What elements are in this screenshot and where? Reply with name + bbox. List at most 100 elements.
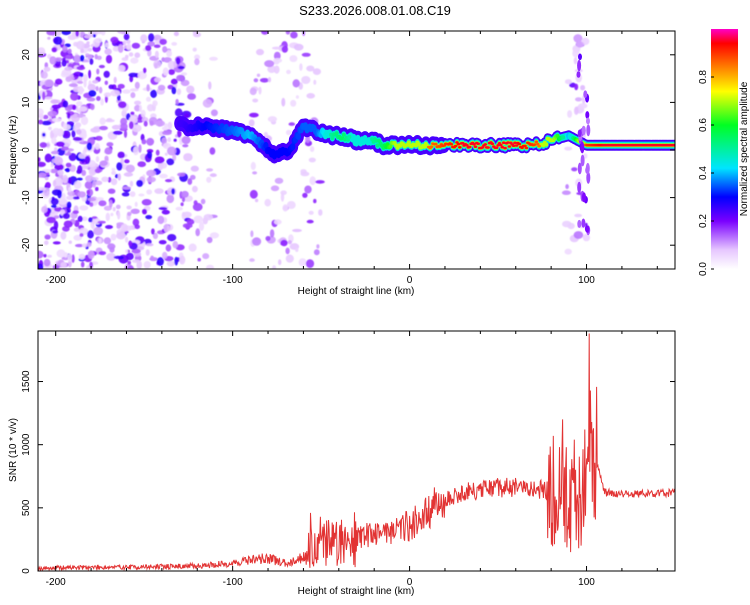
spectrogram-noise-blob bbox=[177, 65, 185, 70]
spectrogram-noise-blob bbox=[152, 100, 158, 107]
ridge-smear bbox=[576, 71, 581, 78]
spectrogram-noise-blob bbox=[267, 77, 272, 83]
spectrogram-noise-blob bbox=[250, 230, 254, 238]
ridge-core bbox=[511, 144, 516, 147]
spectrogram-noise-blob bbox=[153, 34, 162, 41]
ridge-core bbox=[434, 142, 438, 146]
spectrogram-noise-blob bbox=[53, 36, 63, 45]
ridge-core bbox=[503, 146, 507, 150]
spectrogram-noise-blob bbox=[302, 192, 308, 198]
spectrogram-noise-blob bbox=[159, 173, 168, 179]
spectrogram-noise-blob bbox=[312, 68, 321, 75]
spectrogram-noise-blob bbox=[176, 88, 182, 95]
ridge-smear bbox=[582, 192, 586, 203]
ridge-smear bbox=[577, 181, 582, 194]
spectrogram-noise-blob bbox=[79, 205, 89, 211]
spectrogram-noise-blob bbox=[64, 66, 73, 71]
spectrogram-ytick-label: -10 bbox=[21, 190, 32, 205]
spectrogram-noise-blob bbox=[53, 220, 59, 230]
spectrogram-noise-blob bbox=[125, 164, 135, 173]
spectrogram-noise-blob bbox=[54, 147, 58, 152]
spectrogram-noise-blob bbox=[117, 83, 125, 89]
spectrogram-noise-blob bbox=[165, 179, 173, 183]
ridge-mid bbox=[555, 133, 560, 138]
spectrogram-noise-blob bbox=[117, 211, 121, 220]
spectrogram-noise-blob bbox=[110, 90, 121, 97]
spectrogram-noise-blob bbox=[157, 84, 166, 91]
spectrogram-noise-blob bbox=[167, 60, 176, 70]
ridge-mid bbox=[330, 136, 335, 140]
spectrogram-noise-blob bbox=[163, 223, 170, 233]
spectrogram-noise-blob bbox=[78, 106, 88, 112]
spectrogram-noise-blob bbox=[73, 227, 80, 232]
spectrogram-noise-blob bbox=[38, 157, 41, 162]
ridge-core bbox=[483, 143, 488, 146]
spectrogram-noise-blob bbox=[92, 79, 99, 84]
spectrogram-noise-blob bbox=[130, 111, 135, 116]
spectrogram-noise-blob bbox=[167, 121, 173, 130]
spectrogram-noise-blob bbox=[65, 76, 72, 82]
spectrogram-noise-blob bbox=[70, 92, 79, 101]
spectrogram-noise-blob bbox=[106, 252, 116, 261]
spectrogram-noise-blob bbox=[162, 251, 168, 259]
spectrogram-noise-blob bbox=[273, 51, 281, 61]
spectrogram-noise-blob bbox=[110, 212, 114, 217]
spectrogram-noise-blob bbox=[120, 223, 128, 232]
spectrogram-noise-blob bbox=[47, 36, 51, 40]
spectrogram-noise-blob bbox=[115, 174, 119, 179]
ridge-smear bbox=[577, 59, 582, 72]
spectrogram-noise-blob bbox=[118, 101, 127, 109]
spectrogram-noise-blob bbox=[295, 247, 299, 252]
spectrogram-noise-blob bbox=[75, 122, 82, 128]
spectrogram-noise-blob bbox=[134, 52, 141, 58]
spectrogram-noise-blob bbox=[146, 137, 155, 146]
spectrogram-noise-blob bbox=[168, 69, 176, 75]
spectrogram-noise-blob bbox=[105, 212, 111, 222]
spectrogram-noise-blob bbox=[180, 79, 190, 87]
spectrogram-noise-blob bbox=[145, 243, 154, 247]
ridge-core bbox=[514, 144, 519, 147]
spectrogram-noise-blob bbox=[142, 208, 147, 215]
spectrogram-noise-blob bbox=[202, 253, 210, 260]
spectrogram-xlabel: Height of straight line (km) bbox=[298, 286, 415, 297]
spectrogram-noise-blob bbox=[274, 177, 284, 184]
spectrogram-noise-blob bbox=[117, 94, 121, 101]
ridge-core bbox=[480, 146, 485, 149]
snr-xlabel: Height of straight line (km) bbox=[298, 586, 415, 597]
spectrogram-noise-blob bbox=[210, 109, 218, 117]
spectrogram-noise-blob bbox=[139, 104, 142, 113]
spectrogram-noise-blob bbox=[285, 31, 291, 35]
spectrogram-noise-blob bbox=[263, 131, 268, 138]
spectrogram-noise-blob bbox=[45, 182, 51, 189]
spectrogram-noise-blob bbox=[146, 176, 156, 183]
spectrogram-noise-blob bbox=[110, 233, 117, 241]
spectrogram-noise-blob bbox=[573, 34, 583, 43]
spectrogram-noise-blob bbox=[128, 72, 138, 78]
spectrogram-noise-blob bbox=[104, 48, 112, 55]
spectrogram-noise-blob bbox=[96, 55, 102, 60]
spectrogram-noise-blob bbox=[71, 130, 76, 138]
spectrogram-noise-blob bbox=[89, 261, 93, 269]
spectrogram-noise-blob bbox=[68, 186, 72, 193]
spectrogram-noise-blob bbox=[52, 230, 58, 234]
spectrogram-noise-blob bbox=[158, 207, 168, 210]
ridge-core bbox=[499, 143, 503, 147]
ridge-smear bbox=[577, 219, 582, 228]
ridge-mid bbox=[388, 144, 393, 149]
spectrogram-noise-blob bbox=[145, 45, 152, 52]
spectrogram-noise-blob bbox=[84, 155, 91, 165]
spectrogram-noise-blob bbox=[127, 211, 132, 216]
spectrogram-noise-blob bbox=[209, 173, 217, 178]
spectrogram-noise-blob bbox=[300, 171, 310, 177]
spectrogram-noise-blob bbox=[80, 261, 85, 268]
spectrogram-noise-blob bbox=[38, 187, 47, 191]
spectrogram-noise-blob bbox=[39, 113, 44, 120]
spectrogram-noise-blob bbox=[86, 189, 91, 195]
spectrogram-noise-blob bbox=[55, 78, 63, 85]
spectrogram-noise-blob bbox=[116, 232, 126, 240]
spectrogram-noise-blob bbox=[193, 200, 198, 205]
spectrogram-noise-blob bbox=[265, 236, 271, 241]
spectrogram-noise-blob bbox=[165, 244, 172, 252]
spectrogram-noise-blob bbox=[143, 120, 148, 127]
spectrogram-noise-blob bbox=[129, 88, 139, 92]
